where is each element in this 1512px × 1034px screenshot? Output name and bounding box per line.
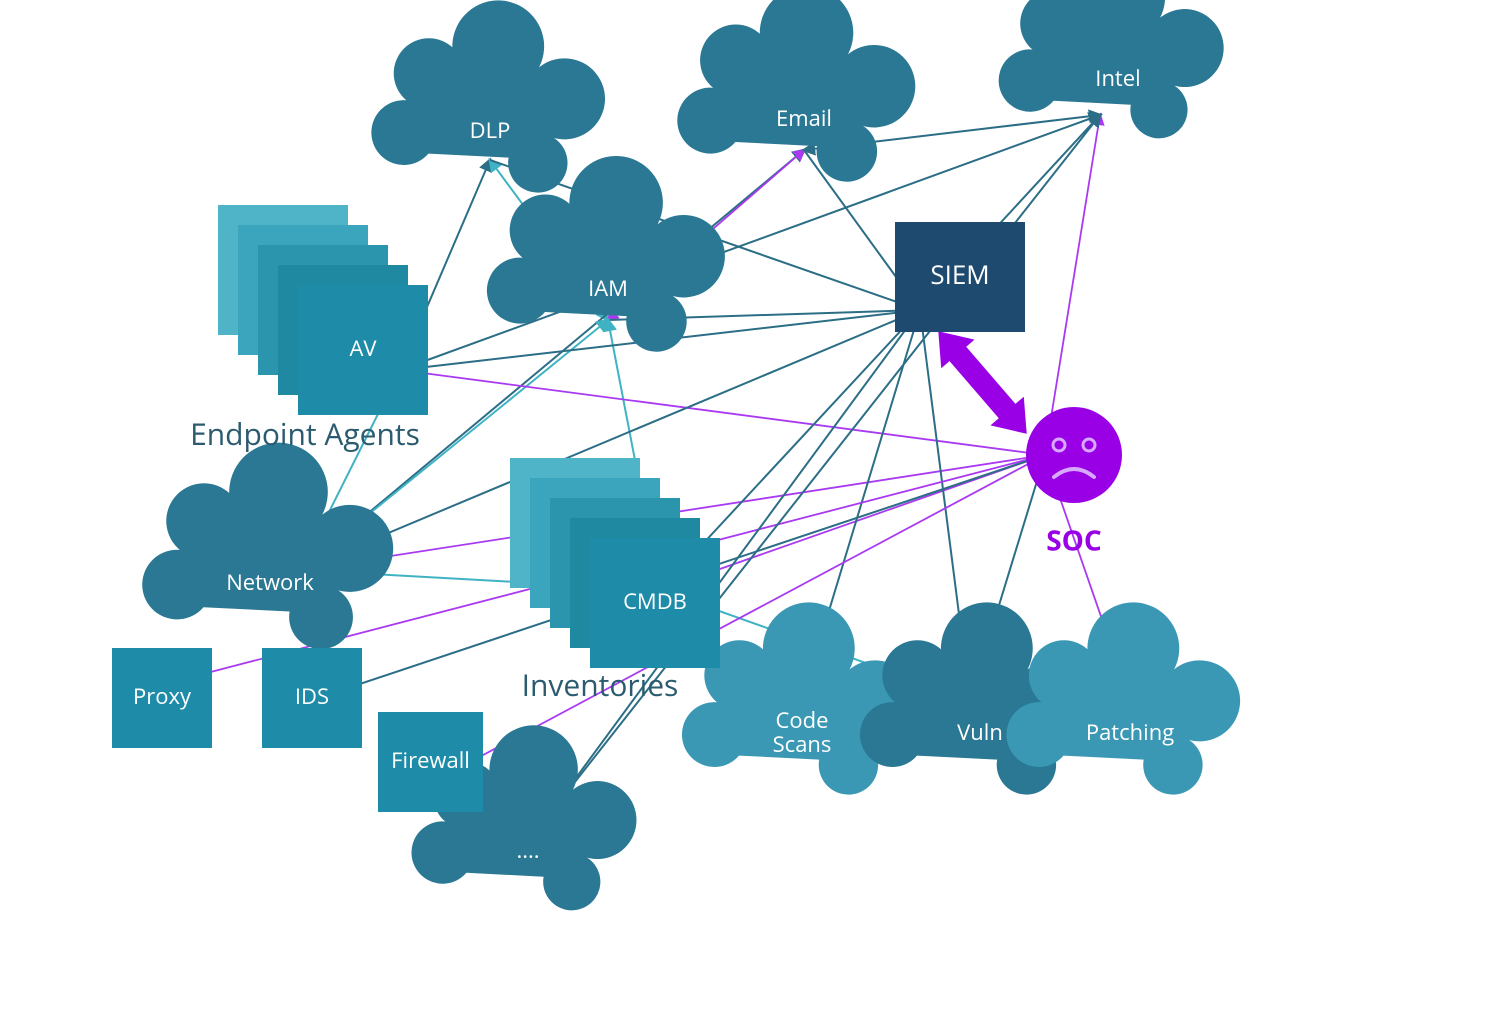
cloud-email: Email — [677, 0, 915, 182]
stack-av_stack: AV — [218, 205, 428, 415]
cloud-network-label: Network — [226, 567, 314, 597]
square-firewall: Firewall — [378, 712, 483, 812]
soc-face-icon: SOC — [1026, 407, 1122, 560]
square-ids: IDS — [262, 648, 362, 748]
cloud-patching-label: Patching — [1086, 717, 1174, 747]
square-firewall-label: Firewall — [391, 745, 470, 775]
nodes-layer: DLPEmailIntelIAMNetworkCodeScansVulnPatc… — [112, 0, 1240, 910]
square-siem-label: SIEM — [930, 256, 989, 292]
cloud-iam-label: IAM — [588, 273, 628, 303]
soc-label: SOC — [1046, 521, 1102, 559]
square-ids-label: IDS — [295, 681, 329, 711]
cloud-patching: Patching — [1006, 602, 1240, 794]
cloud-more-label: .... — [516, 835, 539, 865]
cloud-intel: Intel — [999, 0, 1224, 138]
caption-endpoint_agents: Endpoint Agents — [190, 413, 420, 454]
cloud-dlp-label: DLP — [470, 115, 511, 145]
stack-cmdb_stack-label: CMDB — [623, 586, 687, 616]
square-siem: SIEM — [895, 222, 1025, 332]
stack-av_stack-label: AV — [349, 333, 377, 363]
cloud-vuln-label: Vuln — [957, 717, 1003, 747]
cloud-intel-label: Intel — [1095, 63, 1140, 93]
big-arrow-siem-soc — [938, 331, 1026, 434]
cloud-email-label: Email — [776, 103, 832, 133]
stack-cmdb_stack: CMDB — [510, 458, 720, 668]
square-proxy: Proxy — [112, 648, 212, 748]
cloud-network: Network — [142, 443, 393, 649]
diagram-canvas: DLPEmailIntelIAMNetworkCodeScansVulnPatc… — [0, 0, 1512, 1034]
edge-av_front-soc — [400, 370, 1045, 455]
cloud-codescans-label: Scans — [773, 729, 832, 759]
square-proxy-label: Proxy — [133, 681, 192, 711]
caption-inventories: Inventories — [522, 664, 679, 705]
